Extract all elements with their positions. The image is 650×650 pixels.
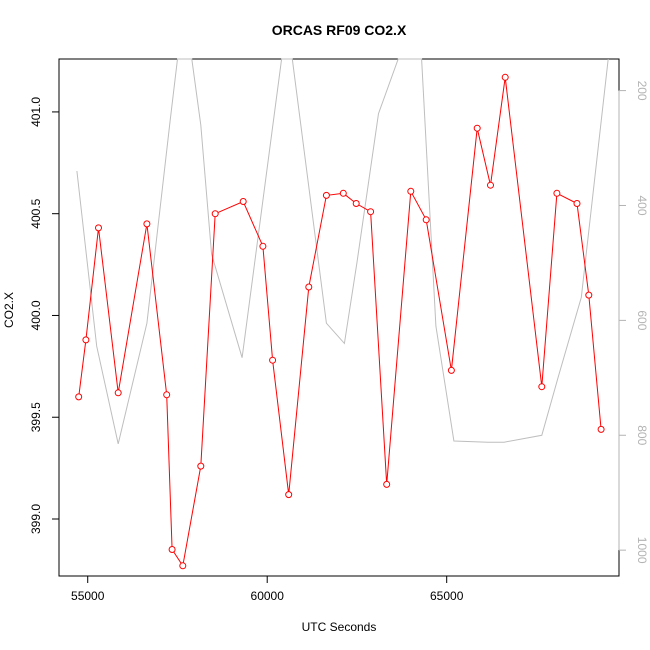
co2-data-point	[82, 336, 90, 344]
plot-frame	[58, 58, 620, 577]
co2-data-point	[322, 191, 330, 199]
co2-data-point	[163, 391, 171, 399]
y-axis-label: CO2.X	[2, 292, 16, 328]
co2-data-point	[501, 73, 509, 81]
co2-data-point	[305, 283, 313, 291]
co2-data-point	[75, 393, 83, 401]
co2-data-point	[211, 210, 219, 218]
co2-data-point	[422, 216, 430, 224]
co2-data-point	[383, 480, 391, 488]
co2-data-point	[585, 291, 593, 299]
co2-data-point	[473, 124, 481, 132]
x-tick-label: 60000	[251, 589, 285, 603]
y-tick-label: 400.5	[29, 198, 43, 228]
series-layer	[75, 58, 609, 570]
x-tick-label: 55000	[71, 589, 105, 603]
y-tick-label: 400.0	[29, 300, 43, 330]
co2-data-point	[285, 491, 293, 499]
right-tick-label: 800	[635, 425, 649, 445]
co2-data-point	[114, 389, 122, 397]
x-tick-label: 65000	[430, 589, 464, 603]
co2-series-line	[78, 77, 602, 568]
right-tick-label: 400	[635, 195, 649, 215]
co2-data-point	[239, 198, 247, 205]
x-axis-label: UTC Seconds	[302, 620, 377, 634]
y-tick-label: 401.0	[29, 97, 43, 127]
co2-data-point	[597, 425, 605, 433]
right-tick-label: 600	[635, 310, 649, 330]
co2-data-point	[269, 356, 277, 364]
co2-data-point	[553, 189, 561, 197]
y-tick-label: 399.5	[29, 402, 43, 432]
co2-data-point	[339, 189, 347, 197]
co2-data-point	[179, 562, 187, 570]
co2-data-point	[538, 383, 546, 391]
co2-data-point	[487, 181, 494, 189]
secondary-series-line	[76, 58, 609, 445]
y-axis: 399.0 399.5 400.0 400.5 401.0	[29, 97, 60, 534]
co2-data-point	[168, 546, 176, 553]
x-axis: 55000 60000 65000	[71, 575, 464, 603]
co2-data-point	[447, 366, 455, 374]
co2-data-point	[95, 224, 102, 232]
co2-data-point	[367, 208, 375, 216]
chart-title: ORCAS RF09 CO2.X	[272, 22, 407, 38]
right-tick-label: 200	[635, 81, 649, 101]
co2-data-point	[352, 200, 360, 207]
co2-data-point	[143, 220, 151, 228]
y-tick-label: 399.0	[29, 504, 43, 534]
co2-data-point	[407, 187, 415, 195]
co2-data-point	[573, 200, 581, 207]
right-axis: 200 400 600 800 1000	[618, 81, 649, 564]
co2-data-point	[197, 462, 205, 470]
right-tick-label: 1000	[635, 537, 649, 564]
co2-data-point	[259, 242, 267, 250]
